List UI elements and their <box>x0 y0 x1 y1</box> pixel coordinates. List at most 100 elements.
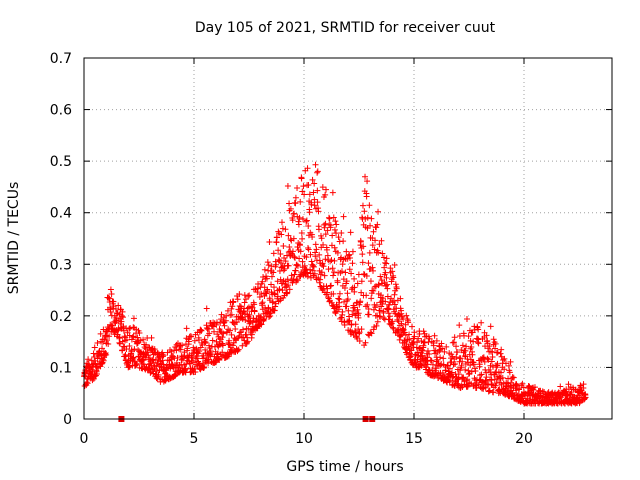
data-point <box>285 282 292 289</box>
data-point <box>316 251 323 258</box>
data-point <box>455 371 462 378</box>
data-point <box>312 161 319 168</box>
data-point <box>492 382 499 389</box>
data-point <box>90 350 97 357</box>
data-point <box>85 356 92 363</box>
data-point <box>364 214 371 221</box>
data-point <box>346 251 353 258</box>
data-point <box>306 209 313 216</box>
data-point <box>277 250 284 257</box>
data-point <box>328 299 335 306</box>
data-point <box>367 278 374 285</box>
data-point <box>373 302 380 309</box>
data-point <box>433 337 440 344</box>
data-point <box>309 176 316 183</box>
data-point <box>485 388 492 395</box>
data-point <box>305 223 312 229</box>
data-point <box>213 319 220 326</box>
data-point <box>320 241 327 248</box>
data-point <box>363 272 370 279</box>
data-point <box>131 346 138 353</box>
data-point <box>250 315 257 322</box>
data-point <box>462 347 469 354</box>
data-point <box>437 354 444 361</box>
data-point <box>409 323 416 330</box>
data-point <box>339 308 346 315</box>
data-point <box>126 343 133 350</box>
data-point <box>105 294 112 301</box>
data-point <box>351 284 358 291</box>
data-point <box>83 367 90 374</box>
data-point <box>394 316 401 323</box>
data-point <box>263 275 270 282</box>
data-point <box>119 347 126 354</box>
data-point <box>119 308 126 315</box>
data-point <box>107 308 114 315</box>
data-point <box>377 273 384 280</box>
data-point <box>264 259 271 266</box>
data-point <box>276 267 283 274</box>
data-point <box>392 281 399 288</box>
data-point <box>160 361 167 368</box>
data-point <box>275 247 282 254</box>
data-point <box>129 333 136 340</box>
data-point <box>214 331 221 338</box>
data-point <box>383 260 390 267</box>
data-point <box>219 349 226 356</box>
data-point <box>286 200 293 207</box>
data-point <box>510 374 517 381</box>
data-point <box>314 187 321 194</box>
data-point <box>418 362 425 369</box>
data-point <box>363 292 370 299</box>
data-point <box>279 225 286 232</box>
data-point <box>424 347 431 354</box>
y-tick-label: 0 <box>63 412 72 428</box>
data-point <box>372 237 379 244</box>
data-point <box>395 311 402 318</box>
data-point <box>241 299 248 306</box>
data-point <box>267 310 274 317</box>
data-point <box>281 265 288 272</box>
data-point <box>498 346 505 353</box>
data-point <box>347 229 354 236</box>
data-point <box>309 234 316 241</box>
data-point <box>455 381 462 388</box>
data-point <box>246 292 253 299</box>
data-point <box>310 262 317 269</box>
data-point <box>481 358 488 365</box>
data-point <box>379 250 386 257</box>
data-point <box>201 340 208 347</box>
data-point <box>421 339 428 346</box>
data-point <box>144 349 151 356</box>
data-point <box>132 362 139 369</box>
data-point <box>359 202 366 209</box>
data-point <box>297 248 304 255</box>
data-point <box>341 322 348 329</box>
data-point <box>294 185 301 192</box>
data-point <box>378 303 385 310</box>
data-point <box>346 266 353 273</box>
data-point <box>89 377 96 384</box>
data-point <box>487 369 494 376</box>
data-point <box>322 231 329 238</box>
data-point <box>288 272 295 279</box>
data-point <box>373 322 380 329</box>
data-point <box>487 362 494 369</box>
data-point <box>203 305 210 312</box>
data-point <box>338 268 345 275</box>
data-point <box>459 358 466 365</box>
data-point <box>340 238 347 245</box>
data-point <box>292 200 299 207</box>
plot-frame <box>83 57 613 420</box>
x-tick-label: 15 <box>405 431 423 447</box>
data-point <box>320 263 327 270</box>
data-point <box>343 248 350 255</box>
data-point <box>148 362 155 369</box>
data-point <box>380 254 387 261</box>
data-point <box>403 312 410 319</box>
data-point <box>99 345 106 352</box>
data-point <box>291 210 298 217</box>
data-point <box>377 292 384 299</box>
data-point <box>297 198 304 205</box>
data-point <box>243 331 250 338</box>
